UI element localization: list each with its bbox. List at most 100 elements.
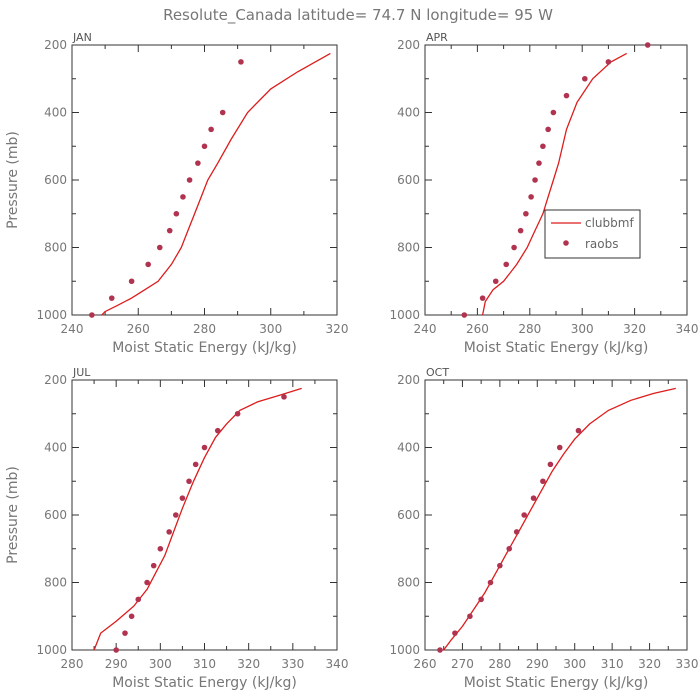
x-axis-label: Moist Static Energy (kJ/kg) — [112, 340, 297, 356]
raobs-point — [166, 227, 173, 234]
y-tick-label: 400 — [44, 441, 67, 455]
x-tick-label: 300 — [563, 657, 586, 671]
y-tick-label: 800 — [44, 576, 67, 590]
x-tick-label: 320 — [237, 657, 260, 671]
y-tick-label: 600 — [44, 173, 67, 187]
raobs-point — [214, 427, 221, 434]
x-tick-label: 290 — [526, 657, 549, 671]
raobs-point — [497, 562, 503, 569]
raobs-point — [150, 562, 157, 569]
raobs-point — [195, 160, 201, 166]
raobs-point — [122, 630, 128, 636]
y-tick-label: 400 — [397, 106, 420, 120]
raobs-point — [144, 579, 150, 586]
y-tick-label: 200 — [44, 373, 67, 387]
raobs-point — [530, 495, 537, 501]
series-line-clubbmf — [101, 52, 331, 316]
raobs-point — [487, 579, 494, 586]
x-tick-label: 300 — [149, 657, 172, 671]
y-tick-label: 200 — [44, 38, 67, 52]
raobs-point — [173, 210, 180, 217]
panel-title: JAN — [72, 31, 92, 44]
raobs-point — [108, 295, 115, 301]
legend-box — [544, 209, 641, 259]
raobs-point — [281, 394, 287, 400]
plot-frame — [71, 379, 338, 651]
plot-frame — [424, 44, 688, 316]
raobs-point — [437, 647, 443, 653]
raobs-point — [575, 427, 582, 434]
raobs-point — [157, 545, 164, 552]
raobs-point — [479, 295, 486, 301]
y-tick-label: 800 — [397, 241, 420, 255]
x-tick-label: 280 — [488, 657, 511, 671]
x-tick-label: 280 — [61, 657, 84, 671]
raobs-point — [556, 444, 563, 451]
raobs-point — [166, 529, 172, 535]
y-tick-label: 600 — [397, 173, 420, 187]
panel-jul: JUL 280 290 300 310 320 330 340 1000 800 600 400 200… — [5, 366, 348, 691]
raobs-point — [563, 92, 570, 99]
raobs-point — [238, 59, 244, 65]
raobs-point — [492, 278, 499, 285]
raobs-point — [545, 126, 551, 133]
x-tick-label: 320 — [326, 322, 349, 336]
y-axis-label: Pressure (mb) — [5, 466, 21, 564]
x-tick-label: 240 — [414, 322, 437, 336]
raobs-point — [128, 278, 135, 285]
x-axis-label: Moist Static Energy (kJ/kg) — [464, 675, 649, 691]
x-tick-label: 320 — [638, 657, 661, 671]
x-tick-label: 330 — [281, 657, 304, 671]
x-tick-label: 340 — [326, 657, 349, 671]
plot-frame — [71, 44, 338, 316]
raobs-point — [511, 244, 517, 251]
x-tick-label: 300 — [571, 322, 594, 336]
y-tick-label: 400 — [44, 106, 67, 120]
raobs-point — [186, 478, 192, 485]
y-tick-label: 800 — [397, 576, 420, 590]
raobs-point — [89, 312, 95, 318]
raobs-point — [201, 444, 208, 451]
legend-marker-swatch — [563, 240, 569, 246]
panel-title: APR — [426, 31, 448, 44]
raobs-point — [172, 512, 179, 518]
panel-jan: JAN 240 260 280 300 320 1000 800 600 400 200 Moist … — [5, 31, 348, 356]
panel-title: JUL — [72, 366, 91, 379]
x-tick-label: 280 — [518, 322, 541, 336]
raobs-point — [536, 160, 542, 166]
y-tick-label: 1000 — [36, 308, 67, 322]
x-tick-label: 310 — [193, 657, 216, 671]
raobs-point — [547, 461, 554, 468]
raobs-point — [540, 143, 546, 150]
y-tick-label: 600 — [44, 508, 67, 522]
x-tick-label: 240 — [61, 322, 84, 336]
x-tick-label: 260 — [414, 657, 437, 671]
raobs-point — [540, 478, 546, 485]
raobs-point — [513, 529, 520, 535]
y-tick-label: 1000 — [389, 308, 420, 322]
raobs-point — [234, 410, 241, 417]
raobs-point — [517, 227, 524, 234]
raobs-point — [644, 42, 651, 48]
y-tick-label: 400 — [397, 441, 420, 455]
raobs-point — [180, 194, 186, 200]
x-tick-label: 310 — [601, 657, 624, 671]
plot-frame — [424, 379, 688, 651]
x-tick-label: 270 — [451, 657, 474, 671]
raobs-point — [219, 109, 226, 116]
raobs-point — [521, 512, 527, 518]
raobs-point — [145, 261, 151, 268]
legend-label-raobs: raobs — [585, 237, 619, 251]
y-tick-label: 1000 — [36, 643, 67, 657]
series-line-clubbmf — [481, 52, 628, 316]
panel-title: OCT — [426, 366, 449, 379]
legend: clubbmf raobs — [544, 209, 641, 259]
raobs-point — [452, 630, 458, 636]
y-tick-label: 200 — [397, 373, 420, 387]
figure-title: Resolute_Canada latitude= 74.7 N longitu… — [163, 6, 553, 25]
x-axis-label: Moist Static Energy (kJ/kg) — [112, 675, 297, 691]
x-tick-label: 300 — [259, 322, 282, 336]
raobs-point — [550, 109, 557, 116]
raobs-point — [186, 177, 193, 183]
